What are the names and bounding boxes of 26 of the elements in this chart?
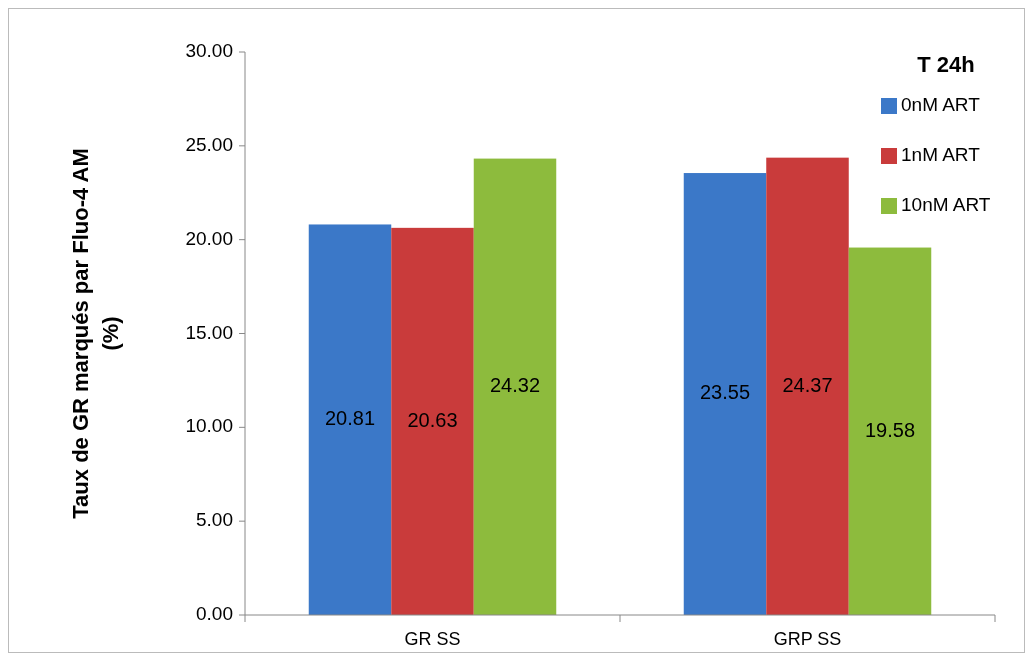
y-tick-label: 0.00 bbox=[196, 603, 233, 625]
y-tick-label: 15.00 bbox=[185, 321, 233, 343]
data-label: 19.58 bbox=[864, 418, 916, 441]
y-tick-label: 20.00 bbox=[185, 227, 233, 249]
data-label: 24.37 bbox=[782, 373, 833, 396]
bar bbox=[308, 224, 392, 615]
x-tick-label: GR SS bbox=[404, 629, 461, 649]
data-label: 20.63 bbox=[407, 408, 458, 431]
legend-title: T 24h bbox=[917, 51, 975, 77]
bar bbox=[766, 157, 849, 615]
data-label: 23.55 bbox=[699, 381, 751, 404]
y-tick-label: 30.00 bbox=[185, 40, 233, 62]
legend-label: 0nM ART bbox=[901, 94, 981, 116]
legend-label: 10nM ART bbox=[901, 194, 991, 216]
y-tick-label: 5.00 bbox=[196, 509, 233, 531]
bar bbox=[683, 173, 767, 615]
x-tick-label: GRP SS bbox=[773, 629, 842, 649]
bar bbox=[391, 227, 474, 615]
legend-label: 1nM ART bbox=[901, 144, 981, 166]
data-label: 20.81 bbox=[324, 407, 376, 430]
y-tick-label: 10.00 bbox=[185, 415, 233, 437]
data-label: 24.32 bbox=[489, 374, 541, 397]
bar bbox=[473, 158, 557, 615]
y-axis-title: Taux de GR marqués par Fluo-4 AM (%) bbox=[68, 148, 123, 519]
bar bbox=[848, 247, 932, 615]
y-tick-label: 25.00 bbox=[185, 133, 233, 155]
